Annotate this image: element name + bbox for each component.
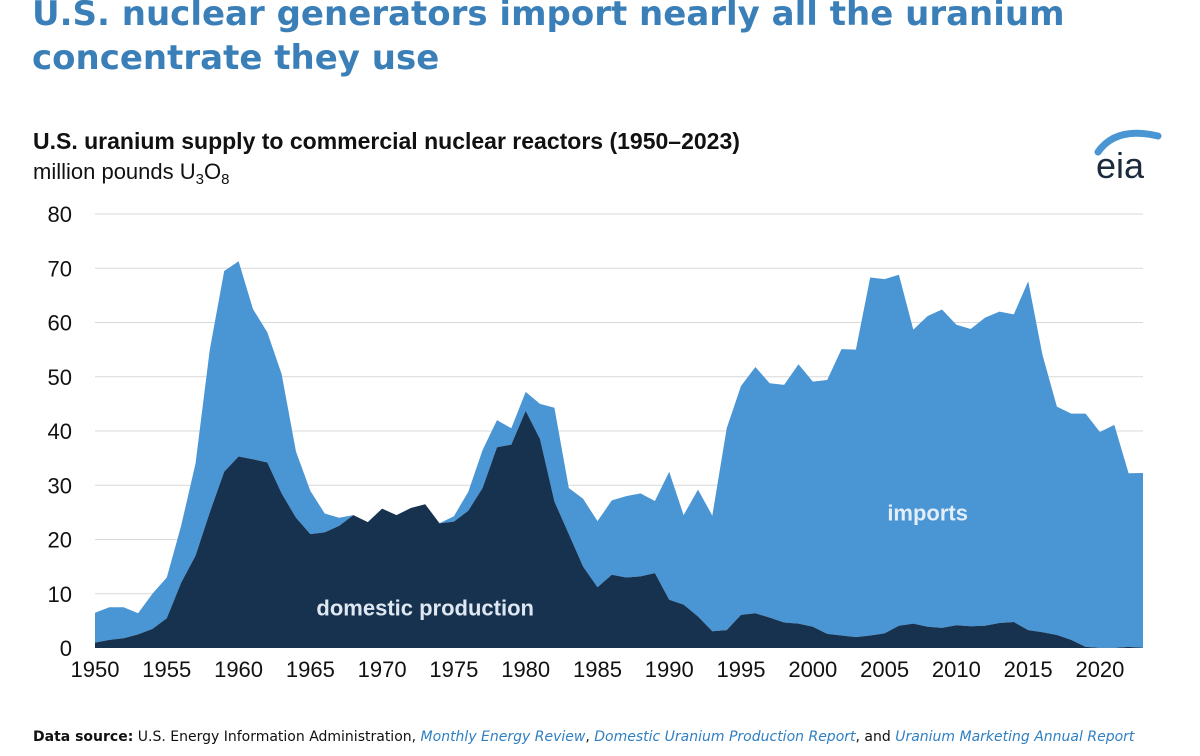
x-tick-label-2020: 2020 bbox=[1075, 657, 1124, 682]
series-labels: domestic production imports bbox=[316, 500, 968, 620]
x-tick-label-1960: 1960 bbox=[214, 657, 263, 682]
domestic-production-label: domestic production bbox=[316, 595, 534, 620]
x-tick-label-1985: 1985 bbox=[573, 657, 622, 682]
source-link-uranium-marketing-report[interactable]: Uranium Marketing Annual Report bbox=[895, 729, 1135, 745]
unit-text: million pounds U bbox=[33, 159, 196, 184]
x-tick-label-2000: 2000 bbox=[788, 657, 837, 682]
x-tick-label-1950: 1950 bbox=[71, 657, 120, 682]
source-link-domestic-uranium-report[interactable]: Domestic Uranium Production Report bbox=[594, 729, 856, 745]
x-tick-label-1970: 1970 bbox=[358, 657, 407, 682]
y-tick-label-0: 0 bbox=[60, 636, 72, 661]
x-tick-label-1975: 1975 bbox=[429, 657, 478, 682]
eia-logo: eia bbox=[1088, 122, 1168, 187]
y-tick-label-20: 20 bbox=[48, 528, 72, 553]
x-tick-label-1980: 1980 bbox=[501, 657, 550, 682]
x-tick-label-2010: 2010 bbox=[932, 657, 981, 682]
source-sep-2: , and bbox=[855, 729, 891, 745]
unit-sub-3: 3 bbox=[195, 171, 204, 188]
x-tick-label-1995: 1995 bbox=[717, 657, 766, 682]
x-tick-label-2005: 2005 bbox=[860, 657, 909, 682]
chart-title: U.S. uranium supply to commercial nuclea… bbox=[33, 128, 740, 154]
headline: U.S. nuclear generators import nearly al… bbox=[32, 0, 1065, 78]
chart-unit-label: million pounds U3O8 bbox=[33, 159, 229, 188]
source-link-monthly-energy-review[interactable]: Monthly Energy Review bbox=[420, 729, 586, 745]
x-tick-label-1965: 1965 bbox=[286, 657, 335, 682]
x-tick-label-2015: 2015 bbox=[1004, 657, 1053, 682]
imports-label: imports bbox=[887, 500, 968, 525]
domestic-production-area bbox=[95, 410, 1143, 648]
source-org: U.S. Energy Information Administration, bbox=[137, 729, 417, 745]
data-source-note: Data source: U.S. Energy Information Adm… bbox=[33, 729, 1153, 745]
y-axis-tick-labels: 0 10 20 30 40 50 60 70 80 bbox=[48, 202, 72, 661]
unit-o: O bbox=[203, 159, 222, 184]
x-tick-label-1990: 1990 bbox=[645, 657, 694, 682]
x-tick-label-1955: 1955 bbox=[142, 657, 191, 682]
source-label: Data source: bbox=[33, 729, 134, 745]
y-tick-label-10: 10 bbox=[48, 582, 72, 607]
x-axis-tick-labels: 1950 1955 1960 1965 1970 1975 1980 1985 1990 1995… bbox=[71, 657, 1125, 682]
y-tick-label-60: 60 bbox=[48, 311, 72, 336]
y-tick-label-30: 30 bbox=[48, 473, 72, 498]
unit-sub-8: 8 bbox=[221, 171, 230, 188]
eia-logo-svg: eia bbox=[1094, 129, 1162, 186]
y-tick-label-70: 70 bbox=[48, 256, 72, 281]
y-tick-label-80: 80 bbox=[48, 202, 72, 227]
eia-logo-swoosh bbox=[1094, 129, 1162, 156]
y-tick-label-50: 50 bbox=[48, 365, 72, 390]
eia-logo-text: eia bbox=[1096, 145, 1145, 182]
area-series bbox=[95, 261, 1143, 648]
y-tick-label-40: 40 bbox=[48, 419, 72, 444]
source-sep-1: , bbox=[585, 729, 590, 745]
imports-area bbox=[95, 261, 1143, 648]
